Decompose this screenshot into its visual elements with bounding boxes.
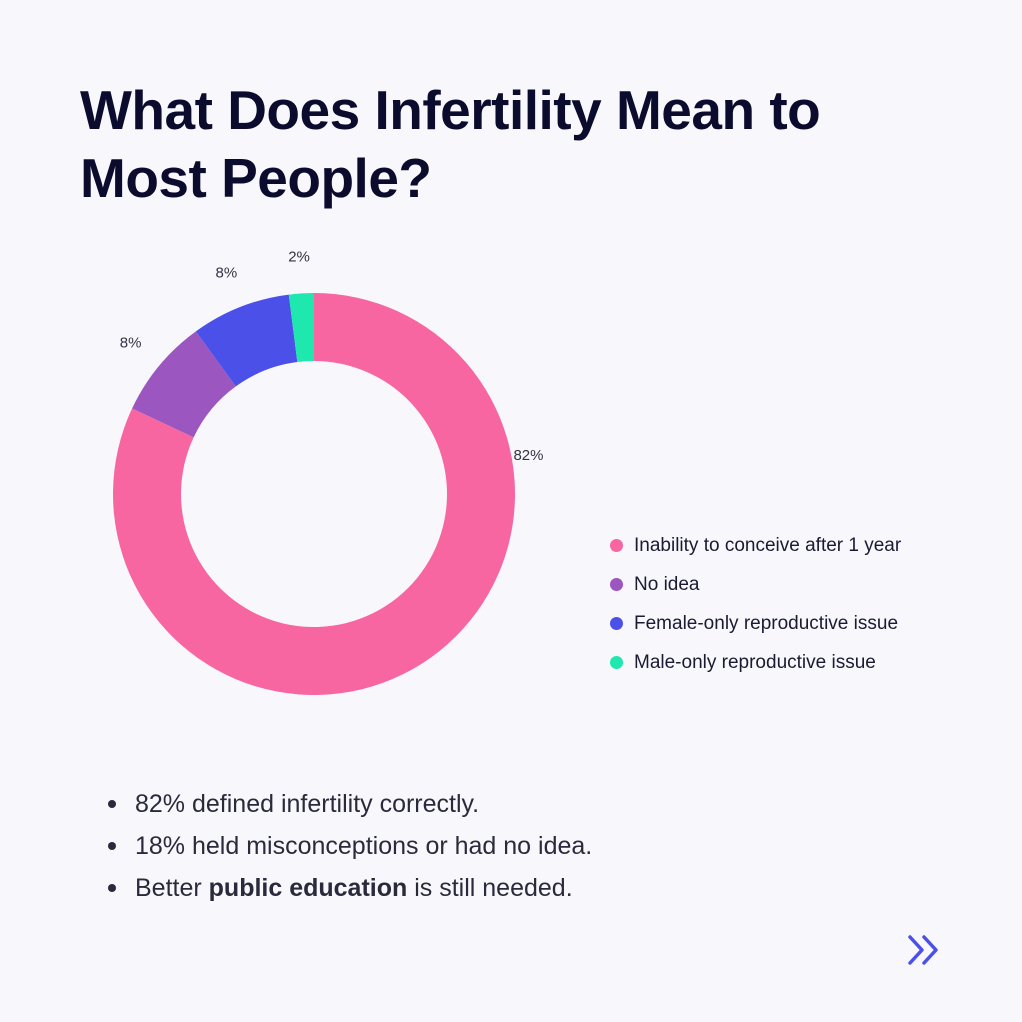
legend-item: Inability to conceive after 1 year: [610, 526, 901, 565]
donut-chart: 82% 8% 8% 2%: [112, 248, 544, 695]
bullet-dot: [108, 842, 116, 850]
donut-slice: [132, 331, 236, 438]
double-chevron-right-icon[interactable]: [904, 930, 944, 970]
bullet-text: 82% defined infertility correctly.: [135, 789, 480, 818]
legend-label: No idea: [634, 573, 700, 595]
emphasis-text: public education: [208, 873, 408, 902]
bullet-item: 82% defined infertility correctly.: [108, 783, 592, 825]
legend-swatch: [610, 539, 623, 552]
slice-value-label: 8%: [120, 334, 142, 351]
legend-item: Male-only reproductive issue: [610, 643, 901, 682]
chart-legend: Inability to conceive after 1 year No id…: [610, 526, 901, 682]
bullet-text: Better public education is still needed.: [135, 873, 573, 902]
page-title: What Does Infertility Mean to Most Peopl…: [80, 79, 821, 209]
slice-value-label: 82%: [513, 447, 543, 464]
legend-swatch: [610, 617, 623, 630]
legend-item: No idea: [610, 565, 901, 604]
bullet-dot: [108, 884, 116, 892]
bullet-text: 18% held misconceptions or had no idea.: [135, 831, 593, 860]
bullet-item: 18% held misconceptions or had no idea.: [108, 825, 592, 867]
donut-slice: [288, 293, 314, 363]
legend-label: Inability to conceive after 1 year: [634, 534, 902, 556]
donut-slice: [195, 294, 298, 387]
donut-slice: [112, 293, 516, 695]
legend-swatch: [610, 656, 623, 669]
legend-label: Female-only reproductive issue: [634, 612, 899, 634]
slice-value-label: 8%: [216, 265, 238, 282]
legend-swatch: [610, 578, 623, 591]
key-takeaways: 82% defined infertility correctly. 18% h…: [108, 783, 592, 909]
slice-value-label: 2%: [288, 248, 310, 265]
bullet-dot: [108, 800, 116, 808]
bullet-item: Better public education is still needed.: [108, 867, 592, 909]
legend-item: Female-only reproductive issue: [610, 604, 901, 643]
legend-label: Male-only reproductive issue: [634, 651, 876, 673]
